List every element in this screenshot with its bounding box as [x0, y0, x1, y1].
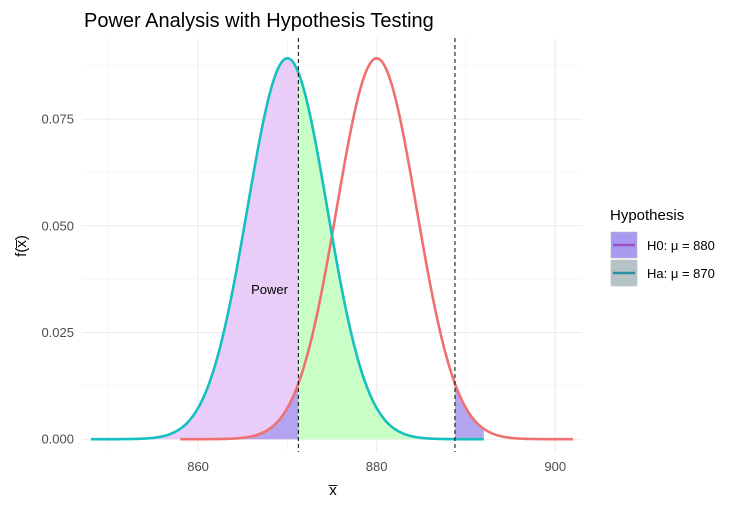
legend-label-2: Ha: μ = 870: [647, 266, 715, 281]
y-tick-label: 0.025: [41, 325, 74, 340]
shaded-region-4: [454, 383, 484, 440]
x-axis-label: x̅: [328, 482, 338, 499]
grid: [82, 38, 582, 452]
critical-value-lines: [297, 38, 456, 452]
legend-title: Hypothesis: [610, 207, 684, 224]
x-axis-ticks: 860 880 900: [187, 459, 566, 474]
shaded-areas: [90, 58, 484, 440]
shaded-region-1: [90, 58, 299, 440]
ha-density-curve: [90, 56, 484, 441]
y-tick-label: 0.050: [41, 218, 74, 233]
y-axis-label: f(x̅): [13, 235, 30, 257]
x-tick-label: 900: [544, 459, 566, 474]
annotation-power: Power: [251, 282, 289, 297]
y-axis-ticks: 0.000 0.025 0.050 0.075: [41, 112, 74, 447]
x-tick-label: 880: [366, 459, 388, 474]
chart-title: Power Analysis with Hypothesis Testing: [84, 10, 434, 32]
density-curves: [90, 56, 574, 441]
legend: Hypothesis H0: μ = 880 Ha: μ = 870: [610, 207, 715, 287]
y-tick-label: 0.000: [41, 432, 74, 447]
shaded-region-3: [180, 383, 299, 440]
legend-label-1: H0: μ = 880: [647, 238, 715, 253]
y-tick-label: 0.075: [41, 112, 74, 127]
shaded-region-2: [298, 72, 484, 440]
h0-density-curve: [180, 56, 574, 441]
x-tick-label: 860: [187, 459, 209, 474]
annotations: Power: [251, 282, 289, 297]
